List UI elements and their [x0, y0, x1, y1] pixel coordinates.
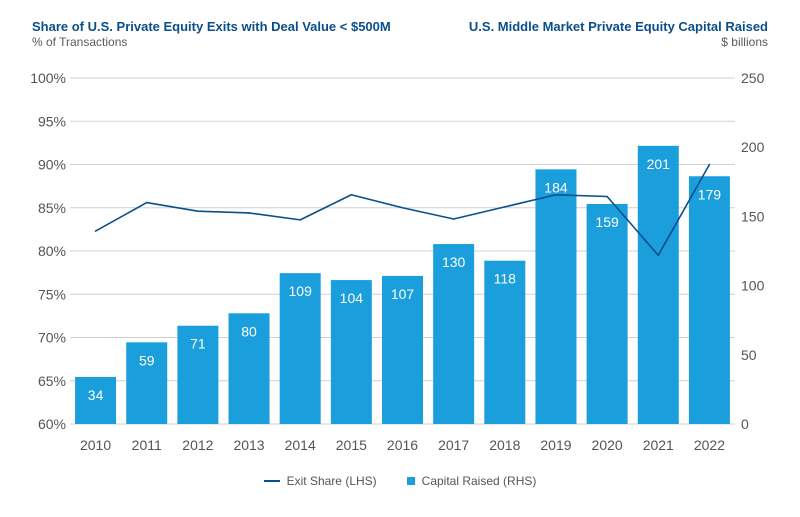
line-point [555, 193, 557, 196]
bar-data-label: 184 [544, 179, 568, 195]
right-axis-tick-label: 50 [741, 347, 757, 363]
right-axis-tick-label: 100 [741, 278, 765, 294]
left-axis-tick-label: 75% [38, 286, 66, 302]
line-point [299, 219, 301, 221]
left-axis-tick-label: 95% [38, 113, 66, 129]
legend-item-exit-share: Exit Share (LHS) [263, 474, 377, 488]
x-axis-tick-label: 2010 [80, 437, 111, 453]
bar-data-label: 130 [442, 254, 466, 270]
x-axis-tick-label: 2013 [233, 437, 264, 453]
left-axis-tick-label: 90% [38, 157, 66, 173]
bar [75, 376, 117, 424]
line-point [452, 218, 455, 220]
bar [126, 342, 168, 424]
bar [228, 313, 270, 424]
line-point [708, 163, 711, 166]
bar [279, 273, 321, 424]
line-point [504, 206, 506, 208]
line-point [657, 254, 660, 257]
left-chart-title: Share of U.S. Private Equity Exits with … [32, 19, 391, 34]
line-point [606, 195, 608, 198]
bar-data-label: 107 [391, 286, 415, 302]
bar-data-label: 118 [494, 271, 517, 287]
bar [484, 260, 526, 424]
right-axis-tick-label: 150 [741, 208, 765, 224]
bar-data-label: 59 [139, 352, 155, 368]
bar [330, 280, 372, 424]
right-axis-subtitle: $ billions [721, 35, 768, 49]
x-axis-tick-label: 2016 [387, 437, 418, 453]
legend-bar-swatch [406, 477, 415, 485]
x-axis-tick-label: 2014 [285, 437, 316, 453]
left-axis-tick-label: 85% [38, 200, 66, 216]
bar [433, 244, 475, 424]
x-axis-tick-label: 2017 [438, 437, 469, 453]
left-axis-tick-label: 100% [30, 70, 66, 86]
right-axis-tick-label: 200 [741, 139, 765, 155]
x-axis-tick-label: 2011 [132, 437, 162, 453]
bar [177, 325, 219, 424]
left-axis-tick-label: 60% [38, 416, 66, 432]
x-axis-tick-label: 2021 [643, 437, 674, 453]
left-axis-tick-label: 65% [38, 373, 66, 389]
right-axis-tick-label: 250 [741, 70, 765, 86]
bar [637, 145, 679, 425]
bar-data-label: 104 [340, 290, 364, 306]
right-axis-tick-label: 0 [741, 416, 749, 432]
right-chart-title: U.S. Middle Market Private Equity Capita… [468, 19, 768, 34]
bar-data-label: 179 [698, 186, 722, 202]
legend-line-swatch [263, 480, 280, 482]
bar-data-label: 109 [289, 283, 313, 299]
bar-data-label: 201 [647, 156, 671, 172]
legend-item-capital-raised: Capital Raised (RHS) [406, 474, 537, 488]
left-axis-subtitle: % of Transactions [32, 35, 128, 49]
x-axis-tick-label: 2018 [489, 437, 520, 453]
line-point [248, 212, 250, 214]
line-point [197, 210, 199, 213]
bar [688, 176, 730, 424]
left-axis-tick-label: 80% [38, 243, 66, 259]
line-point [350, 193, 353, 196]
line-point [401, 206, 404, 209]
line-point [94, 230, 97, 232]
bar-data-label: 34 [88, 387, 104, 403]
left-axis-tick-label: 70% [38, 330, 66, 346]
x-axis-tick-label: 2015 [336, 437, 367, 453]
legend-label-exit-share: Exit Share (LHS) [286, 474, 377, 488]
bar-data-label: 159 [595, 214, 619, 230]
bar [535, 169, 577, 424]
bar-data-label: 80 [241, 323, 257, 339]
legend-label-capital-raised: Capital Raised (RHS) [421, 474, 537, 488]
bar [586, 203, 628, 424]
x-axis-tick-label: 2012 [182, 437, 213, 453]
x-axis-tick-label: 2022 [694, 437, 725, 453]
x-axis-tick-label: 2020 [592, 437, 623, 453]
chart-legend: Exit Share (LHS) Capital Raised (RHS) [0, 474, 800, 488]
bar-data-label: 71 [190, 336, 206, 352]
bar [382, 275, 423, 424]
line-point [145, 201, 148, 204]
x-axis-tick-label: 2019 [540, 437, 571, 453]
